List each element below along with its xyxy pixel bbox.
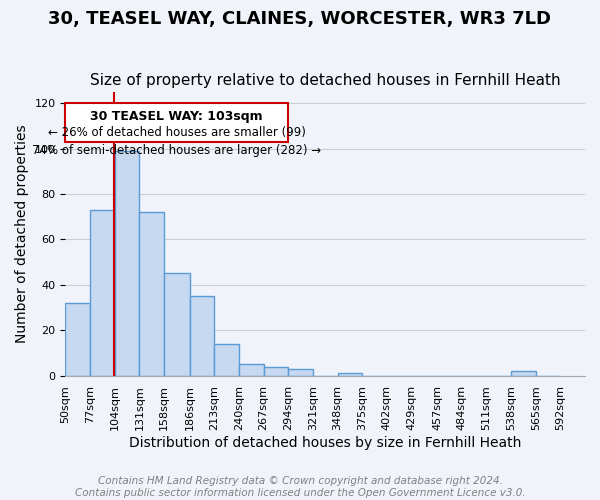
Bar [288, 369, 313, 376]
Y-axis label: Number of detached properties: Number of detached properties [15, 124, 29, 343]
Text: 30 TEASEL WAY: 103sqm: 30 TEASEL WAY: 103sqm [91, 110, 263, 123]
Bar [239, 364, 263, 376]
Bar [115, 151, 139, 376]
Bar [338, 374, 362, 376]
Bar [511, 371, 536, 376]
Bar [90, 210, 115, 376]
Text: 30, TEASEL WAY, CLAINES, WORCESTER, WR3 7LD: 30, TEASEL WAY, CLAINES, WORCESTER, WR3 … [49, 10, 551, 28]
FancyBboxPatch shape [65, 104, 288, 142]
Bar [263, 366, 288, 376]
Bar [139, 212, 164, 376]
Title: Size of property relative to detached houses in Fernhill Heath: Size of property relative to detached ho… [90, 73, 560, 88]
Text: Contains HM Land Registry data © Crown copyright and database right 2024.
Contai: Contains HM Land Registry data © Crown c… [74, 476, 526, 498]
Text: 74% of semi-detached houses are larger (282) →: 74% of semi-detached houses are larger (… [32, 144, 322, 157]
Bar [190, 296, 214, 376]
X-axis label: Distribution of detached houses by size in Fernhill Heath: Distribution of detached houses by size … [129, 436, 521, 450]
Bar [214, 344, 239, 376]
Bar [65, 303, 90, 376]
Text: ← 26% of detached houses are smaller (99): ← 26% of detached houses are smaller (99… [48, 126, 306, 139]
Bar [164, 274, 190, 376]
